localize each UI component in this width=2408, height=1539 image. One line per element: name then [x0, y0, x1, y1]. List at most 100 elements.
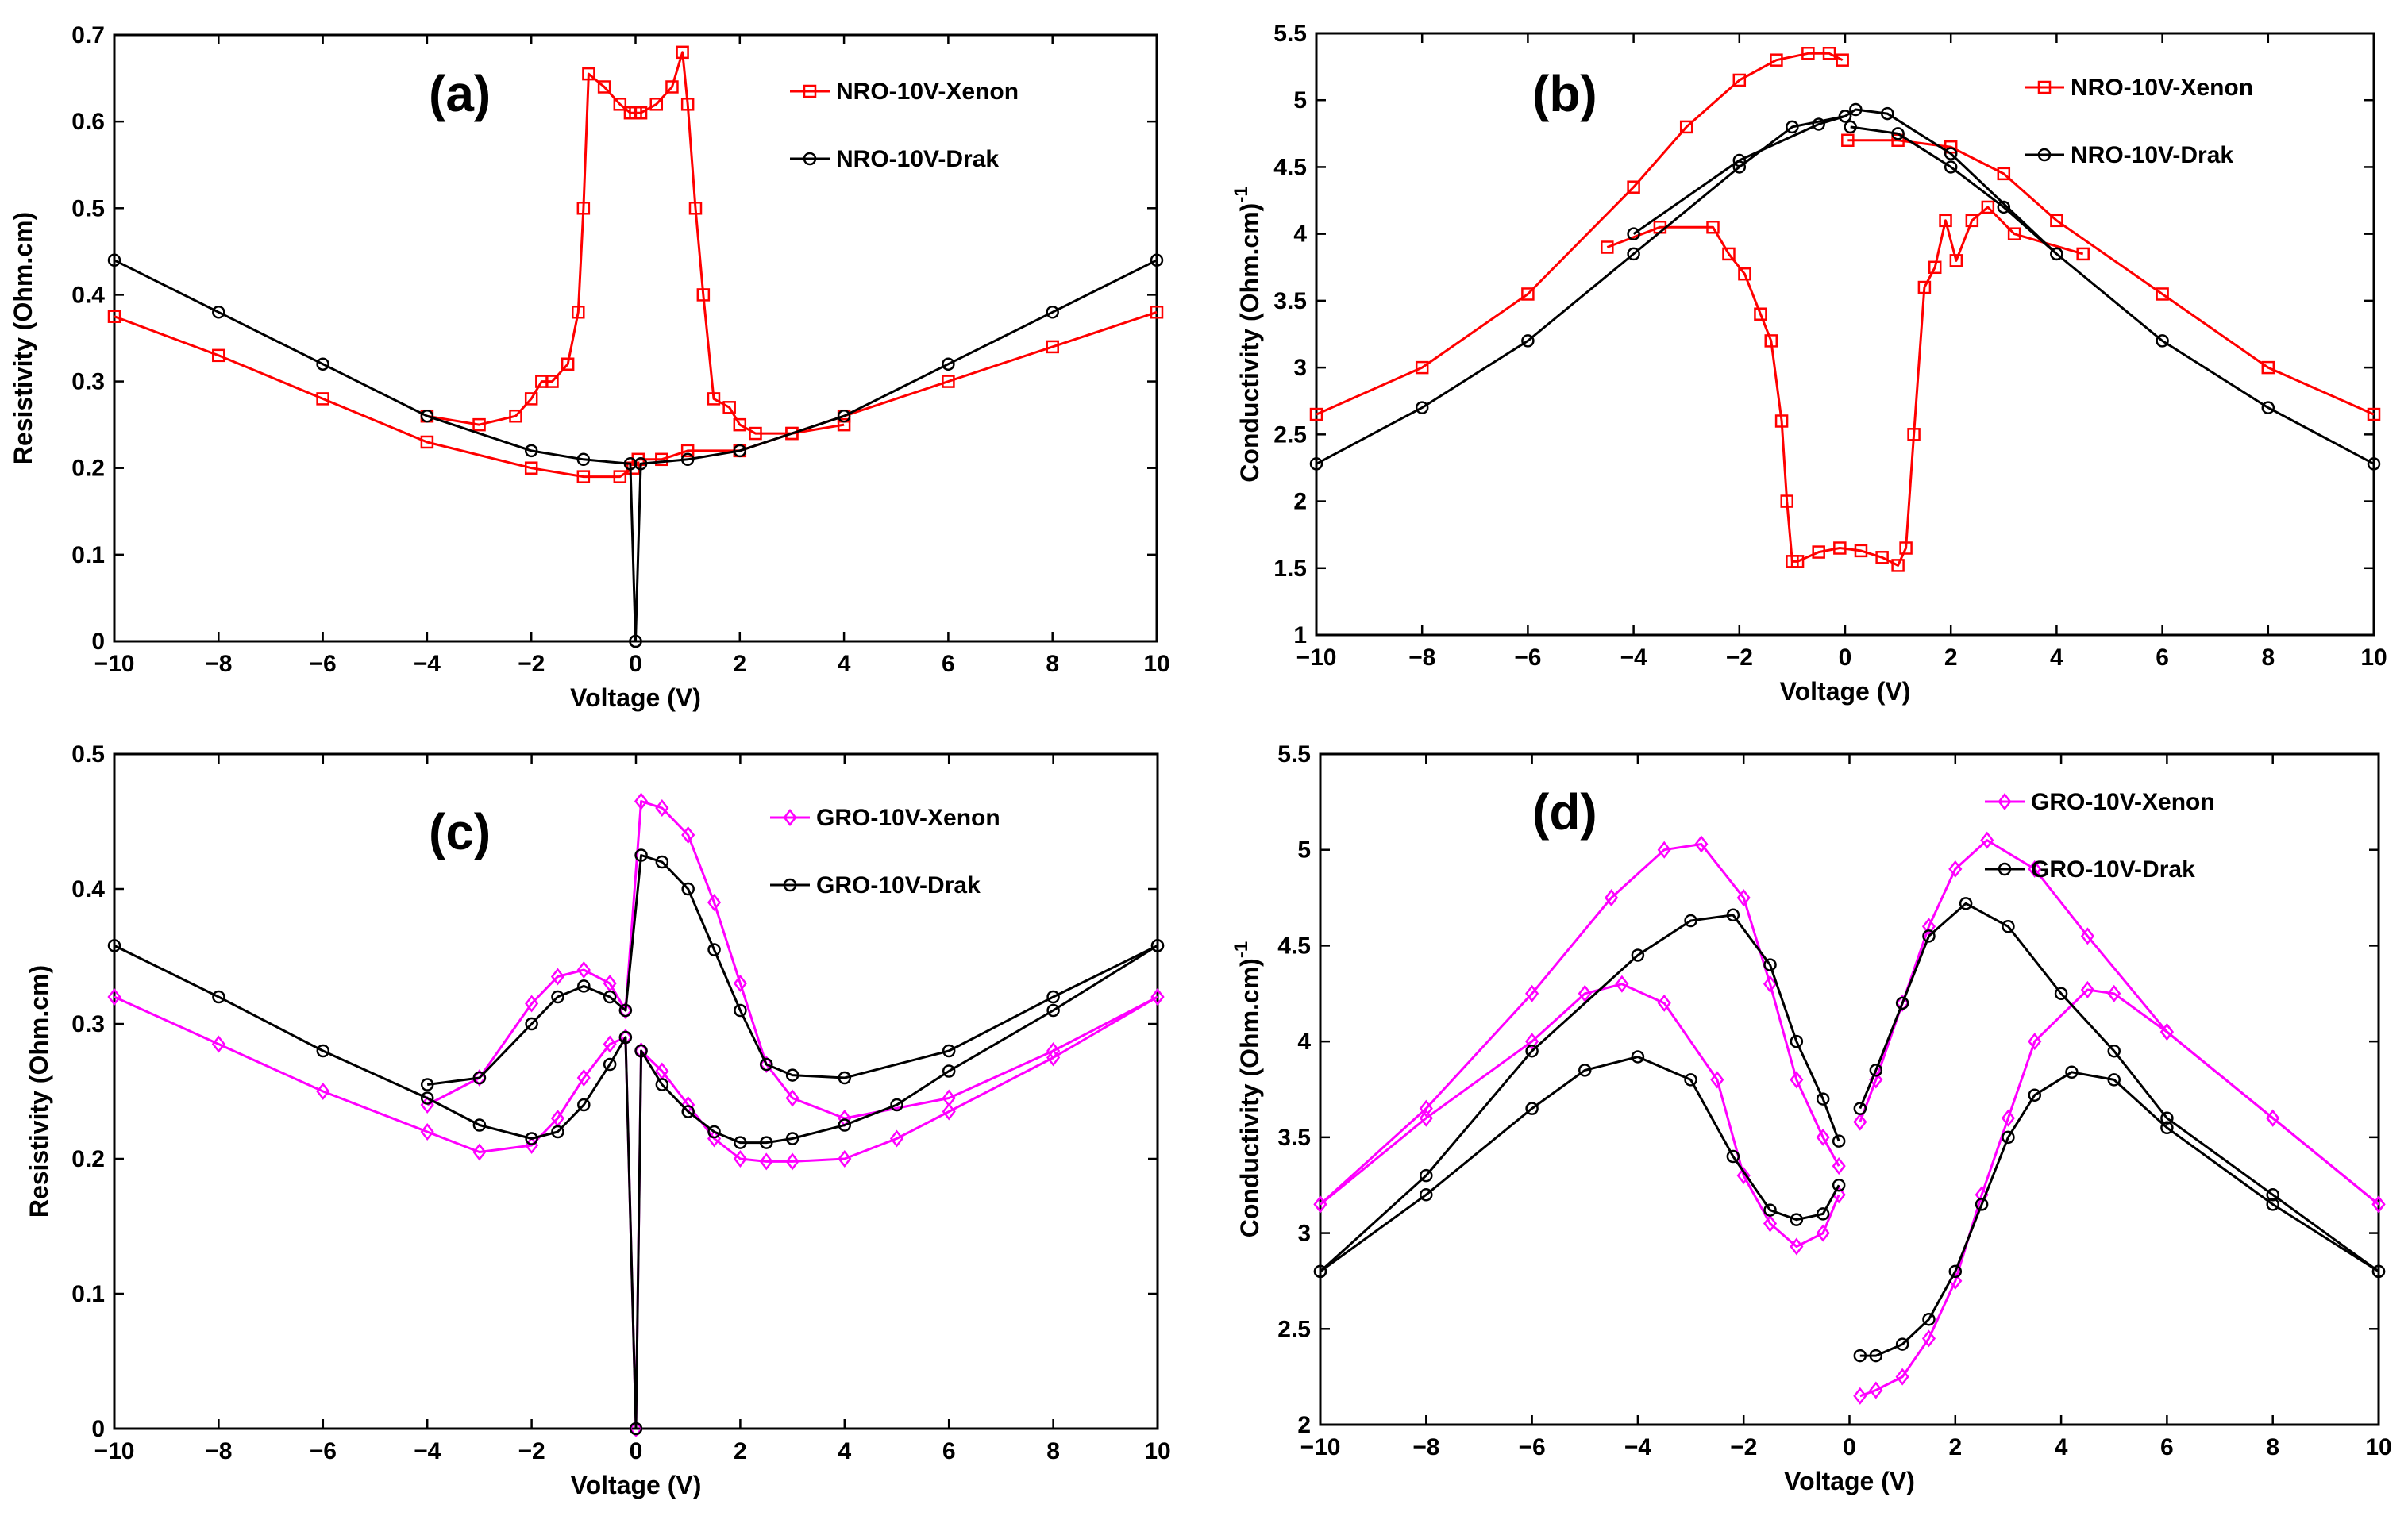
data-point [1578, 984, 1592, 1002]
data-point [1726, 908, 1740, 922]
data-point [1722, 247, 1736, 261]
data-point [1921, 918, 1936, 936]
data-point [837, 409, 851, 423]
y-tick-label: 0 [91, 629, 105, 655]
x-tick-label: 2 [1948, 1434, 1962, 1460]
data-point [838, 1071, 852, 1085]
data-point [1736, 889, 1751, 907]
y-axis-title: Conductivity (Ohm.cm)-1 [1231, 941, 1264, 1237]
data-point [2107, 1073, 2121, 1087]
data-point [1907, 428, 1921, 441]
data-point [1816, 1224, 1830, 1242]
data-point [525, 1132, 538, 1145]
data-point [629, 1422, 643, 1436]
data-point [1891, 559, 1905, 572]
data-point [576, 202, 591, 215]
data-point [2050, 247, 2063, 261]
data-point [107, 253, 121, 267]
data-point [733, 444, 747, 458]
data-point [525, 1017, 538, 1031]
data-point [576, 1068, 591, 1087]
x-tick-label: 2 [734, 1438, 747, 1464]
data-point [1710, 1071, 1724, 1089]
data-point [2002, 920, 2015, 933]
data-point [1869, 1381, 1883, 1399]
x-tick-label: −6 [310, 1438, 337, 1464]
data-point [1790, 1213, 1804, 1226]
series-line [1859, 902, 2379, 1273]
y-tick-label: 3 [1293, 355, 1307, 381]
data-point [1833, 541, 1847, 555]
x-tick-label: 10 [1143, 651, 1169, 677]
series-line [114, 945, 1158, 1430]
data-point [1786, 120, 1799, 134]
data-point [1313, 1195, 1327, 1214]
data-point [1853, 1113, 1867, 1131]
data-point [1895, 1337, 1909, 1351]
y-tick-label: 2 [1293, 489, 1307, 515]
data-point [1844, 120, 1857, 134]
data-point [1853, 1349, 1867, 1363]
data-point [1754, 307, 1767, 321]
legend-marker [2037, 148, 2052, 162]
legend-label: NRO-10V-Xenon [836, 79, 1019, 105]
y-tick-label: 0.4 [71, 282, 105, 308]
data-point [785, 1152, 799, 1171]
data-point [1046, 306, 1059, 319]
data-point [472, 1143, 487, 1161]
x-tick-label: 2 [733, 651, 746, 677]
data-point [1732, 73, 1747, 87]
data-point [2002, 1130, 2015, 1145]
x-tick-label: −10 [1296, 644, 1337, 671]
data-point [603, 1035, 617, 1053]
legend-entry: GRO-10V-Drak [770, 872, 981, 898]
series-NRO-10V-Drak [107, 253, 1164, 648]
data-point [1816, 1128, 1830, 1146]
x-tick-label: 8 [1046, 1438, 1060, 1464]
legend-label: NRO-10V-Drak [2071, 142, 2233, 168]
series-line [1320, 1056, 1840, 1273]
legend-label: GRO-10V-Drak [2031, 856, 2195, 883]
data-point [2261, 401, 2275, 414]
data-point [1895, 996, 1909, 1010]
y-tick-label: 3 [1297, 1221, 1311, 1247]
data-point [1853, 1387, 1867, 1405]
data-point [1853, 1102, 1867, 1115]
data-point [707, 893, 722, 912]
data-point [1849, 102, 1863, 117]
data-point [1770, 53, 1783, 67]
data-point [942, 1089, 956, 1107]
x-tick-label: 10 [1144, 1438, 1170, 1464]
data-point [1525, 984, 1539, 1002]
data-point [942, 1064, 956, 1078]
data-point [1822, 47, 1836, 60]
data-point [1420, 1188, 1433, 1202]
data-point [1525, 1033, 1539, 1051]
series-line [1859, 839, 2379, 1206]
series-line [1850, 125, 2058, 256]
data-point [2160, 1121, 2174, 1135]
plot-frame [1319, 752, 2380, 1426]
x-tick-label: −2 [1726, 644, 1753, 671]
x-tick-label: −6 [309, 651, 336, 677]
data-point [613, 470, 627, 483]
data-point [1684, 1073, 1697, 1087]
y-axis-title-superscript: -1 [1231, 186, 1252, 202]
data-point [1415, 360, 1429, 375]
y-tick-label: 0.7 [71, 22, 105, 48]
data-point [525, 995, 539, 1013]
x-tick-label: 0 [1843, 1434, 1856, 1460]
data-point [1812, 117, 1825, 131]
data-point [472, 1118, 487, 1132]
data-point [1726, 1149, 1740, 1164]
data-point [733, 417, 747, 432]
data-point [420, 1122, 434, 1141]
series-line [114, 259, 637, 642]
panel-label: (b) [1532, 65, 1597, 122]
series-line [1847, 139, 2375, 416]
data-point [1736, 1167, 1751, 1185]
data-point [1801, 47, 1815, 60]
y-tick-label: 0.1 [71, 1281, 105, 1307]
data-point [1959, 897, 1973, 910]
